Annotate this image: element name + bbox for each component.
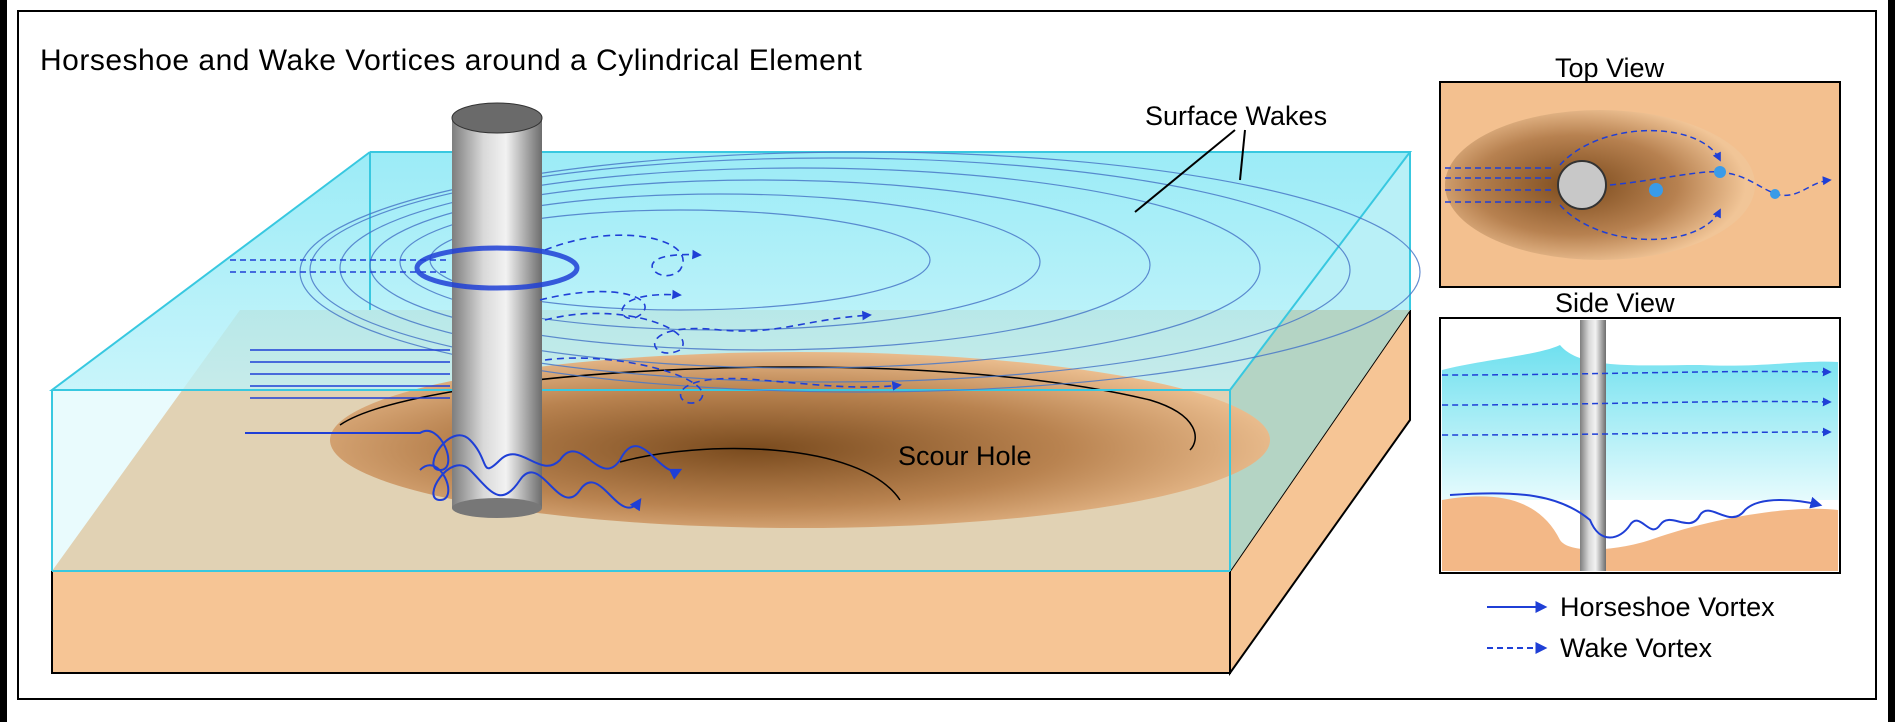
- main-block: [48, 102, 1421, 677]
- surface-wakes-leader-2: [1239, 129, 1246, 181]
- incoming-flow-lines: [230, 259, 450, 399]
- scour-rim-line: [339, 366, 1196, 451]
- top-view-cylinder: [1557, 160, 1607, 210]
- legend-wake-label: Wake Vortex: [1560, 633, 1713, 663]
- surface-swirl: [414, 245, 580, 291]
- surface-wakes-leader-1: [1134, 129, 1236, 213]
- sand-front-face: [51, 570, 1231, 674]
- scour-hole: [330, 352, 1270, 528]
- side-view-cylinder: [1580, 320, 1606, 571]
- surface-wakes-label: Surface Wakes: [1145, 101, 1327, 131]
- diagram-title: Horseshoe and Wake Vortices around a Cyl…: [40, 44, 862, 77]
- side-view-water: [1442, 345, 1838, 500]
- top-view-title: Top View: [1555, 53, 1665, 83]
- side-view-panel: Side View: [1439, 288, 1841, 574]
- scour-inner-line: [619, 447, 901, 501]
- wake-vortex-lines: [539, 234, 902, 404]
- side-view-sand: [1442, 496, 1838, 571]
- horseshoe-vortex-coil-lower: [419, 464, 642, 512]
- top-view-panel: Top View: [1439, 53, 1841, 288]
- water-right-face: [1230, 152, 1410, 571]
- legend-horseshoe-label: Horseshoe Vortex: [1560, 592, 1775, 622]
- cylinder: [451, 102, 543, 518]
- scour-hole-label: Scour Hole: [898, 441, 1032, 471]
- legend: Horseshoe Vortex Wake Vortex: [1487, 592, 1775, 663]
- side-view-title: Side View: [1555, 288, 1675, 318]
